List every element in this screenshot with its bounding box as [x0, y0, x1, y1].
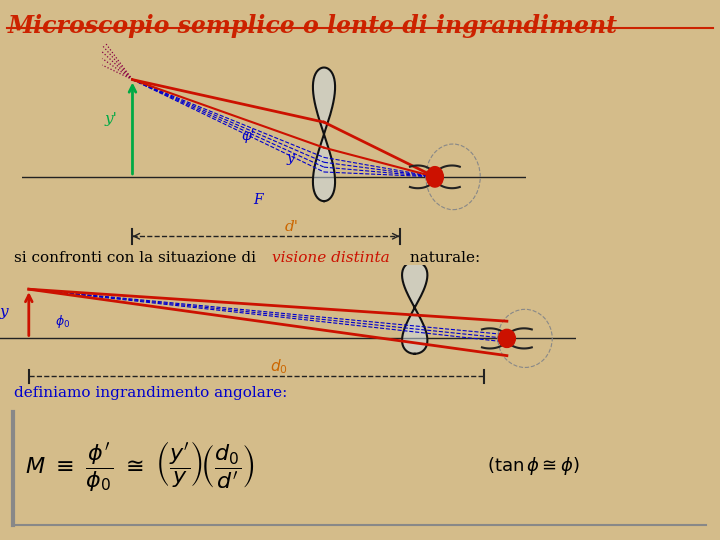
Text: φ': φ' [240, 130, 254, 144]
Text: visione distinta: visione distinta [272, 251, 390, 265]
Text: si confronti con la situazione di: si confronti con la situazione di [14, 251, 261, 265]
Circle shape [426, 167, 444, 187]
Text: F: F [253, 193, 263, 207]
Text: Microscopio semplice o lente di ingrandiment: Microscopio semplice o lente di ingrandi… [7, 14, 617, 37]
Text: y: y [287, 151, 294, 165]
Text: $\phi_0$: $\phi_0$ [55, 313, 70, 330]
Text: y': y' [105, 112, 117, 126]
Text: definiamo ingrandimento angolare:: definiamo ingrandimento angolare: [14, 386, 288, 400]
Circle shape [498, 329, 516, 347]
Text: $M \ \equiv \ \dfrac{\phi'}{\phi_0} \ \cong \ \left(\dfrac{y'}{y}\right)\!\left(: $M \ \equiv \ \dfrac{\phi'}{\phi_0} \ \c… [24, 439, 255, 493]
Polygon shape [313, 68, 335, 201]
Text: y: y [0, 305, 9, 319]
Text: $(\tan\phi \cong \phi)$: $(\tan\phi \cong \phi)$ [487, 455, 580, 477]
Text: naturale:: naturale: [405, 251, 481, 265]
Text: d': d' [284, 220, 298, 234]
Polygon shape [402, 261, 428, 354]
Text: $d_0$: $d_0$ [271, 357, 288, 376]
